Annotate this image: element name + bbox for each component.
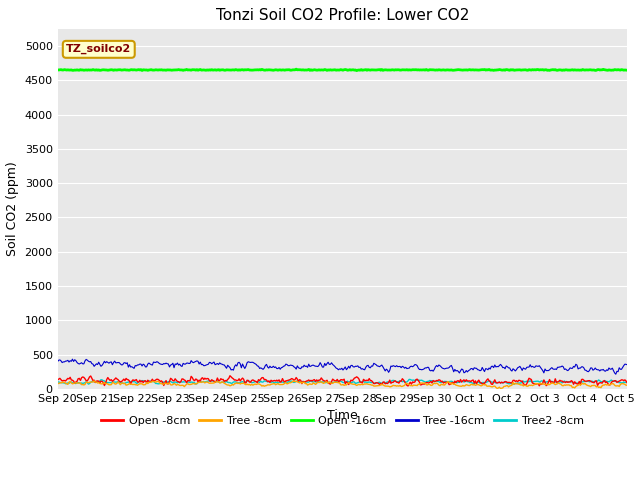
Text: TZ_soilco2: TZ_soilco2 xyxy=(66,44,131,54)
Y-axis label: Soil CO2 (ppm): Soil CO2 (ppm) xyxy=(6,161,19,256)
Title: Tonzi Soil CO2 Profile: Lower CO2: Tonzi Soil CO2 Profile: Lower CO2 xyxy=(216,9,469,24)
Legend: Open -8cm, Tree -8cm, Open -16cm, Tree -16cm, Tree2 -8cm: Open -8cm, Tree -8cm, Open -16cm, Tree -… xyxy=(97,411,588,430)
X-axis label: Time: Time xyxy=(327,409,358,422)
